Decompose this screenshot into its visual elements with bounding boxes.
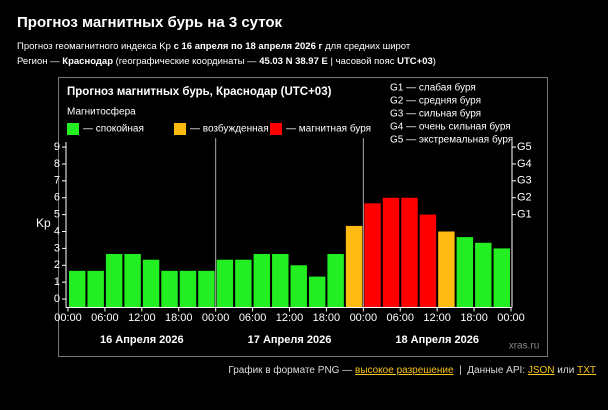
bar: [105, 253, 123, 308]
text: | часовой пояс: [327, 56, 398, 67]
y-tick-label: 4: [54, 225, 60, 237]
text: График в формате PNG —: [228, 365, 355, 376]
y-tick-label: 9: [54, 141, 60, 153]
legend-label: — возбужденная: [190, 123, 269, 135]
bar: [253, 253, 271, 308]
x-tick-label: 00:00: [350, 312, 378, 324]
x-tick-label: 00:00: [202, 312, 230, 324]
y-tick-label: 3: [54, 242, 60, 254]
subtitle: Прогноз геомагнитного индекса Kp с 16 ап…: [17, 41, 410, 52]
text: UTC+03: [397, 56, 433, 67]
x-tick-label: 00:00: [497, 312, 525, 324]
g-legend-item: G3 — сильная буря: [390, 108, 481, 120]
bar: [308, 276, 326, 308]
bar: [290, 265, 307, 308]
bar: [345, 225, 363, 308]
x-tick-label: 12:00: [276, 312, 304, 324]
x-tick-label: 12:00: [423, 312, 451, 324]
bar: [475, 242, 492, 308]
g-legend-item: G4 — очень сильная буря: [390, 121, 511, 133]
bar: [364, 203, 381, 308]
y2-tick-label: G4: [517, 158, 532, 170]
bar: [142, 259, 160, 308]
legend-swatch: [67, 123, 79, 135]
text: Прогноз геомагнитного индекса Kp: [17, 41, 174, 52]
g-legend-item: G2 — средняя буря: [390, 95, 481, 107]
y-tick-label: 1: [54, 276, 60, 288]
text: Краснодар: [62, 56, 113, 67]
y-tick-label: 8: [54, 158, 60, 170]
y2-tick-label: G2: [517, 192, 532, 204]
x-tick-label: 06:00: [239, 312, 267, 324]
x-tick-label: 06:00: [91, 312, 119, 324]
bar: [198, 270, 215, 308]
legend-title: Магнитосфера: [67, 106, 136, 118]
bar: [401, 197, 418, 308]
bar: [438, 231, 455, 308]
legend-swatch: [270, 123, 282, 135]
text: ): [432, 56, 436, 67]
day-label: 17 Апреля 2026: [248, 334, 332, 346]
link[interactable]: TXT: [577, 365, 596, 376]
y2-tick-label: G5: [517, 141, 532, 153]
text: Регион —: [17, 56, 63, 67]
text: с 16 апреля по 18 апреля 2026 г: [173, 41, 323, 52]
bar: [456, 237, 474, 308]
bar: [235, 259, 252, 308]
y-axis-label: Kp: [36, 216, 51, 230]
y-tick-label: 6: [54, 192, 60, 204]
legend-label: — магнитная буря: [286, 123, 371, 135]
bar: [493, 248, 510, 308]
g-legend-item: G5 — экстремальная буря: [390, 134, 513, 146]
legend-label: — спокойная: [83, 124, 144, 135]
bar: [124, 253, 141, 308]
bar: [179, 270, 197, 308]
bar: [161, 270, 178, 308]
y-tick-label: 0: [54, 293, 60, 305]
bar: [382, 197, 400, 308]
bar: [216, 259, 234, 308]
region: Регион — Краснодар (географические коорд…: [17, 56, 436, 67]
y-tick-label: 7: [54, 175, 60, 187]
text: |: [453, 365, 468, 376]
bar: [327, 253, 344, 308]
text: (географические координаты —: [113, 56, 260, 67]
legend-swatch: [174, 123, 186, 135]
text: для средних широт: [322, 41, 411, 52]
chart-title: Прогноз магнитных бурь, Краснодар (UTC+0…: [67, 86, 332, 98]
x-tick-label: 18:00: [165, 312, 193, 324]
chart-frame: [58, 77, 548, 357]
x-tick-label: 00:00: [54, 312, 82, 324]
bar: [419, 214, 437, 308]
y2-tick-label: G3: [517, 175, 532, 187]
x-tick-label: 06:00: [386, 312, 414, 324]
link[interactable]: высокое разрешение: [355, 365, 454, 376]
link[interactable]: JSON: [527, 365, 555, 376]
text: Данные API:: [467, 365, 528, 376]
x-tick-label: 18:00: [313, 312, 341, 324]
x-tick-label: 18:00: [460, 312, 488, 324]
bar: [87, 270, 104, 308]
y-tick-label: 5: [54, 209, 60, 221]
text: или: [554, 365, 578, 376]
y-tick-label: 2: [54, 259, 60, 271]
text: 45.03 N 38.97 E: [259, 56, 328, 67]
bar: [69, 270, 86, 308]
y2-tick-label: G1: [517, 209, 532, 221]
g-legend-item: G1 — слабая буря: [390, 82, 476, 94]
watermark: xras.ru: [509, 341, 540, 352]
footer: График в формате PNG — высокое разрешени…: [228, 365, 596, 376]
day-label: 16 Апреля 2026: [100, 334, 184, 346]
bar: [272, 253, 289, 308]
day-label: 18 Апреля 2026: [395, 334, 479, 346]
page-title: Прогноз магнитных бурь на 3 суток: [17, 14, 283, 31]
x-tick-label: 12:00: [128, 312, 156, 324]
